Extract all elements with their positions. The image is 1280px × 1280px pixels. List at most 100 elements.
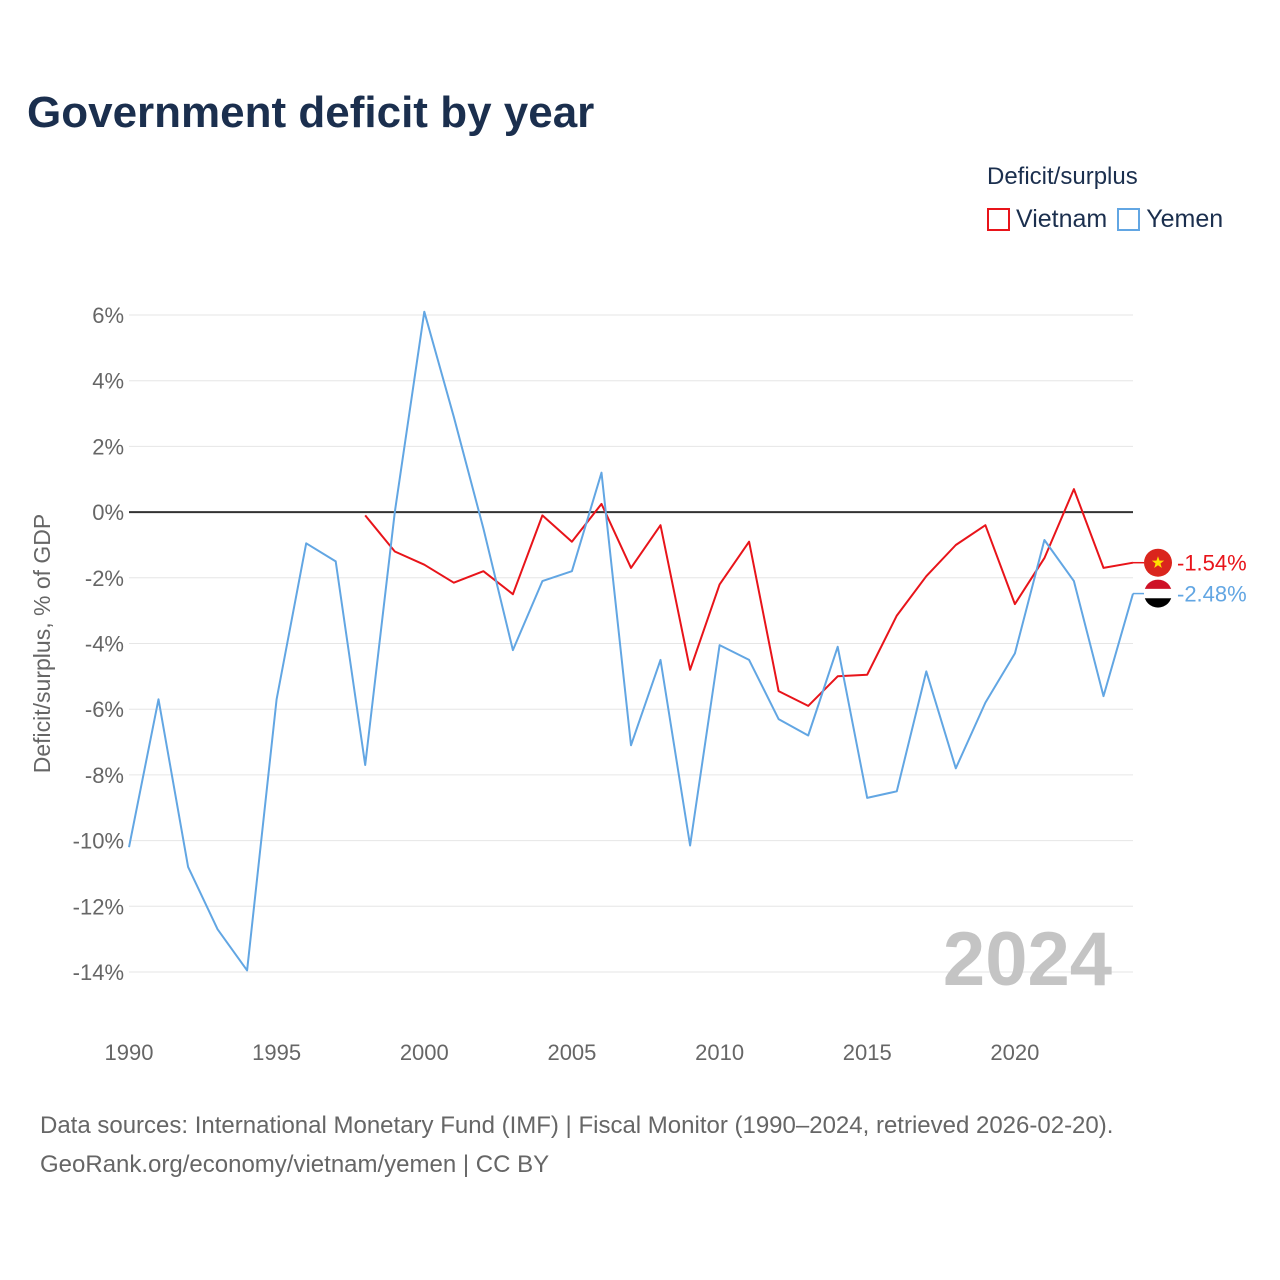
data-point-yemen xyxy=(274,696,280,702)
data-point-yemen xyxy=(569,568,575,574)
data-point-yemen xyxy=(480,526,486,532)
x-tick-label: 2005 xyxy=(547,1040,596,1065)
source-line-1: Data sources: International Monetary Fun… xyxy=(40,1112,1114,1139)
y-tick-label: 6% xyxy=(92,303,124,328)
data-point-yemen xyxy=(717,642,723,648)
data-point-yemen xyxy=(658,657,664,663)
data-point-yemen xyxy=(687,843,693,849)
yemen-flag-icon xyxy=(1144,579,1172,608)
data-point-yemen xyxy=(451,414,457,420)
data-point-vietnam xyxy=(982,522,988,528)
data-point-yemen xyxy=(1100,693,1106,699)
data-point-vietnam xyxy=(953,542,959,548)
data-point-yemen xyxy=(1071,578,1077,584)
data-point-yemen xyxy=(776,716,782,722)
data-point-yemen xyxy=(185,864,191,870)
data-point-vietnam xyxy=(569,539,575,545)
series-line-yemen xyxy=(128,310,1134,972)
data-point-vietnam xyxy=(539,512,545,518)
data-point-vietnam xyxy=(451,580,457,586)
data-point-vietnam xyxy=(923,573,929,579)
data-point-vietnam xyxy=(628,565,634,571)
x-tick-label: 2010 xyxy=(695,1040,744,1065)
data-point-vietnam xyxy=(392,549,398,555)
data-point-yemen xyxy=(628,742,634,748)
data-point-vietnam xyxy=(1100,565,1106,571)
end-value-label-vietnam: -1.54% xyxy=(1177,551,1247,576)
legend-swatch-yemen xyxy=(1117,208,1141,231)
data-source-note: Data sources: International Monetary Fun… xyxy=(40,1106,1113,1184)
y-axis-title: Deficit/surplus, % of GDP xyxy=(29,514,55,773)
data-point-yemen xyxy=(156,696,162,702)
data-point-yemen xyxy=(982,700,988,706)
data-point-vietnam xyxy=(746,539,752,545)
data-point-vietnam xyxy=(687,667,693,673)
data-point-yemen xyxy=(362,762,368,768)
vietnam-flag-icon xyxy=(1144,548,1172,577)
legend-label-vietnam: Vietnam xyxy=(1016,205,1108,233)
yemen-flag-red-band xyxy=(1144,579,1172,589)
y-tick-label: -12% xyxy=(73,894,124,919)
data-point-vietnam xyxy=(1012,601,1018,607)
data-point-vietnam xyxy=(1041,555,1047,561)
y-tick-label: -2% xyxy=(85,566,124,591)
data-point-vietnam xyxy=(362,512,368,518)
data-point-vietnam xyxy=(835,673,841,679)
data-point-vietnam xyxy=(658,522,664,528)
chart-title: Government deficit by year xyxy=(27,88,595,137)
data-point-vietnam xyxy=(864,672,870,678)
data-point-vietnam xyxy=(776,688,782,694)
y-tick-label: -4% xyxy=(85,632,124,657)
legend-item-vietnam[interactable]: Vietnam xyxy=(987,205,1107,234)
data-point-yemen xyxy=(598,470,604,476)
data-point-yemen xyxy=(539,578,545,584)
data-point-yemen xyxy=(835,644,841,650)
data-point-yemen xyxy=(126,844,132,850)
x-tick-label: 2015 xyxy=(843,1040,892,1065)
y-tick-label: -8% xyxy=(85,763,124,788)
x-tick-label: 1995 xyxy=(252,1040,301,1065)
data-point-vietnam xyxy=(805,703,811,709)
data-point-vietnam xyxy=(598,501,604,507)
data-point-yemen xyxy=(510,647,516,653)
data-point-vietnam xyxy=(510,591,516,597)
data-point-vietnam xyxy=(480,568,486,574)
data-point-yemen xyxy=(215,926,221,932)
year-watermark: 2024 xyxy=(943,917,1112,1002)
data-point-yemen xyxy=(421,309,427,315)
data-point-yemen xyxy=(923,668,929,674)
data-point-yemen xyxy=(333,558,339,564)
x-tick-label: 1990 xyxy=(105,1040,154,1065)
y-tick-label: 4% xyxy=(92,369,124,394)
data-point-yemen xyxy=(392,509,398,515)
end-value-label-yemen: -2.48% xyxy=(1177,582,1247,607)
data-point-yemen xyxy=(894,788,900,794)
y-tick-label: -14% xyxy=(73,960,124,985)
data-point-yemen xyxy=(1041,537,1047,543)
data-point-yemen xyxy=(746,657,752,663)
y-tick-label: 2% xyxy=(92,434,124,459)
data-point-vietnam xyxy=(894,613,900,619)
data-point-yemen xyxy=(953,765,959,771)
data-point-yemen xyxy=(805,732,811,738)
y-tick-label: -10% xyxy=(73,829,124,854)
legend-label-yemen: Yemen xyxy=(1146,205,1224,233)
line-chart: 6% 4% 2% 0% -2% -4% -6% -8% -10% -12% -14% 1990 1995… xyxy=(29,303,1247,1065)
yemen-flag-white-band xyxy=(1144,588,1172,599)
legend-swatch-vietnam xyxy=(987,208,1010,231)
data-point-yemen xyxy=(244,967,250,973)
data-point-vietnam xyxy=(1071,486,1077,492)
data-point-yemen xyxy=(864,795,870,801)
series-line-vietnam xyxy=(364,488,1134,707)
legend-item-yemen[interactable]: Yemen xyxy=(1117,205,1223,234)
x-tick-label: 2020 xyxy=(990,1040,1039,1065)
data-point-vietnam xyxy=(717,581,723,587)
source-line-2[interactable]: GeoRank.org/economy/vietnam/yemen | CC B… xyxy=(40,1151,550,1178)
legend: Vietnam Yemen xyxy=(987,205,1223,234)
legend-title: Deficit/surplus xyxy=(987,163,1138,190)
data-point-vietnam xyxy=(421,562,427,568)
x-tick-label: 2000 xyxy=(400,1040,449,1065)
vietnam-flag-star xyxy=(1151,556,1165,568)
y-tick-label: 0% xyxy=(92,500,124,525)
yemen-flag-black-band xyxy=(1144,598,1172,608)
